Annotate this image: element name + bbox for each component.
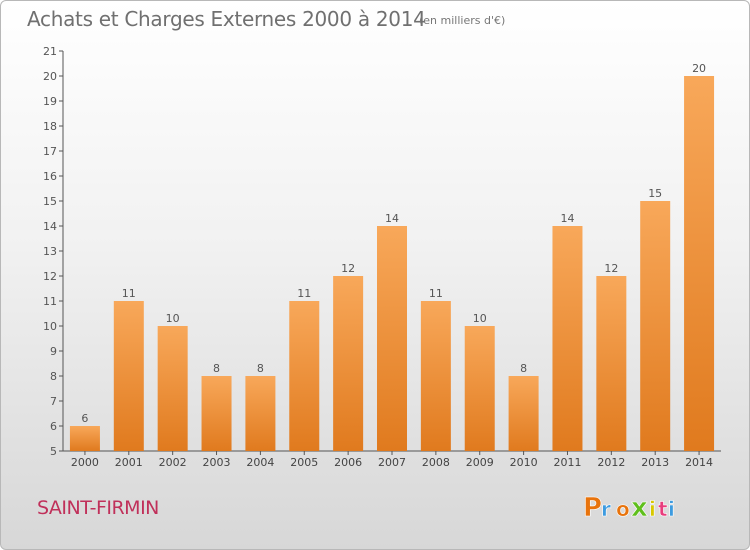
x-tick-label-2006: 2006	[334, 456, 362, 469]
y-tick-label: 8	[50, 370, 57, 383]
data-label-2007: 14	[385, 212, 399, 225]
logo-letter: i	[649, 497, 656, 521]
data-label-2001: 11	[122, 287, 136, 300]
bar-2006	[333, 276, 364, 451]
data-label-2003: 8	[213, 362, 220, 375]
y-tick-label: 12	[43, 270, 57, 283]
y-tick-label: 9	[50, 345, 57, 358]
y-tick-label: 7	[50, 395, 57, 408]
y-tick-label: 15	[43, 195, 57, 208]
y-tick-label: 19	[43, 95, 57, 108]
bar-2012	[596, 276, 627, 451]
bar-2001	[113, 301, 144, 451]
logo-letter: i	[668, 497, 675, 521]
bar-2014	[684, 76, 715, 451]
x-tick-label-2009: 2009	[466, 456, 494, 469]
data-label-2009: 10	[473, 312, 487, 325]
x-tick-label-2002: 2002	[159, 456, 187, 469]
y-tick-label: 18	[43, 120, 57, 133]
bar-2010	[508, 376, 539, 451]
x-tick-label-2008: 2008	[422, 456, 450, 469]
y-tick-label: 5	[50, 445, 57, 458]
y-tick-label: 6	[50, 420, 57, 433]
y-tick-label: 16	[43, 170, 57, 183]
bar-2007	[377, 226, 407, 451]
chart-title: Achats et Charges Externes 2000 à 2014	[27, 7, 426, 31]
bar-2011	[552, 226, 583, 451]
logo-letter: t	[658, 497, 668, 521]
x-tick-label-2007: 2007	[378, 456, 406, 469]
x-tick-label-2001: 2001	[115, 456, 143, 469]
data-label-2006: 12	[341, 262, 355, 275]
proxiti-logo: Pr o x i t i	[583, 493, 675, 524]
bar-2004	[245, 376, 276, 451]
x-tick-label-2011: 2011	[553, 456, 581, 469]
y-tick-label: 20	[43, 70, 57, 83]
y-tick-label: 14	[43, 220, 57, 233]
y-tick-label: 13	[43, 245, 57, 258]
y-tick-label: 21	[43, 45, 57, 58]
x-tick-label-2004: 2004	[246, 456, 274, 469]
bar-2002	[157, 326, 188, 451]
data-label-2000: 6	[81, 412, 88, 425]
data-label-2013: 15	[648, 187, 662, 200]
bar-2000	[69, 426, 100, 451]
data-label-2012: 12	[604, 262, 618, 275]
x-tick-label-2014: 2014	[685, 456, 713, 469]
bar-2009	[464, 326, 495, 451]
data-label-2005: 11	[297, 287, 311, 300]
bar-2005	[289, 301, 320, 451]
data-label-2002: 10	[166, 312, 180, 325]
data-label-2004: 8	[257, 362, 264, 375]
x-tick-label-2012: 2012	[597, 456, 625, 469]
logo-letter: x	[631, 493, 648, 523]
x-tick-label-2010: 2010	[510, 456, 538, 469]
data-label-2014: 20	[692, 62, 706, 75]
data-label-2008: 11	[429, 287, 443, 300]
chart-unit: (en milliers d'€)	[419, 14, 506, 27]
data-label-2010: 8	[520, 362, 527, 375]
x-tick-label-2005: 2005	[290, 456, 318, 469]
y-tick-label: 17	[43, 145, 57, 158]
bar-2013	[640, 201, 671, 451]
y-tick-label: 11	[43, 295, 57, 308]
logo-letter: r	[601, 497, 611, 521]
logo-letter: o	[616, 497, 630, 521]
bar-2008	[420, 301, 451, 451]
data-label-2011: 14	[560, 212, 574, 225]
y-tick-label: 10	[43, 320, 57, 333]
x-tick-label-2013: 2013	[641, 456, 669, 469]
x-tick-label-2003: 2003	[203, 456, 231, 469]
bar-chart: 5 6 7 8 9 10 11 12 13 14 15 16 17 18 19 20 21 6 2000 11 2001…	[43, 45, 721, 469]
logo-letter: P	[583, 493, 602, 523]
bar-2003	[201, 376, 232, 451]
commune-name: SAINT-FIRMIN	[37, 497, 159, 519]
x-tick-label-2000: 2000	[71, 456, 99, 469]
